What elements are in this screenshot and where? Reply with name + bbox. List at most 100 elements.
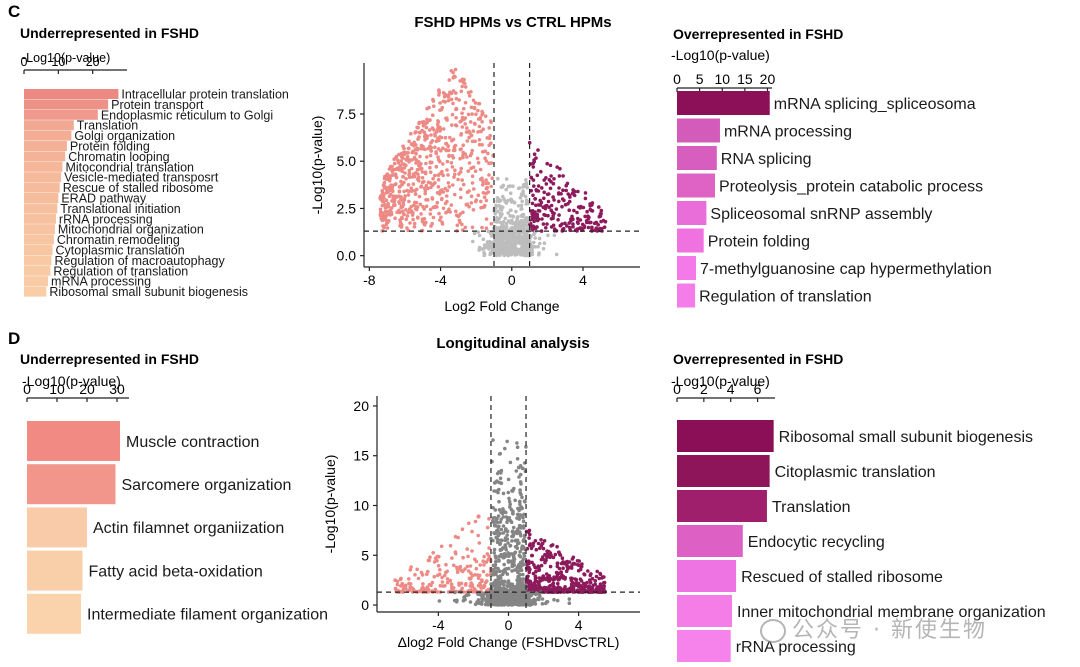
tick-label: 5	[361, 547, 369, 563]
data-point	[536, 217, 541, 222]
data-point	[534, 188, 538, 192]
data-point	[455, 570, 460, 574]
data-point	[466, 169, 471, 173]
data-point	[507, 496, 511, 501]
data-point	[434, 150, 438, 154]
data-point	[515, 529, 519, 533]
data-point	[395, 582, 400, 587]
tick-label: 20	[760, 71, 776, 87]
data-point	[389, 192, 393, 197]
data-point	[499, 471, 503, 475]
data-point	[513, 498, 517, 503]
data-point	[523, 231, 527, 235]
data-point	[453, 172, 457, 177]
data-point	[393, 216, 397, 220]
data-point	[506, 253, 510, 258]
data-point	[494, 582, 499, 587]
data-point	[521, 519, 526, 524]
category-label: rRNA processing	[59, 212, 153, 226]
data-point	[380, 199, 385, 203]
data-point	[460, 527, 465, 531]
data-point	[447, 153, 451, 158]
data-point	[551, 181, 556, 186]
data-point	[489, 141, 493, 145]
data-point	[505, 572, 510, 576]
data-point	[405, 151, 410, 155]
data-point	[555, 598, 560, 603]
data-point	[437, 211, 441, 216]
data-point	[404, 177, 408, 181]
data-point	[397, 189, 402, 194]
panel-letter-c: C	[8, 2, 20, 21]
data-point	[384, 191, 389, 195]
data-point	[489, 119, 493, 123]
data-point	[517, 475, 521, 479]
data-point	[579, 579, 584, 583]
data-point	[476, 130, 480, 134]
data-point	[515, 217, 520, 221]
data-point	[500, 194, 505, 199]
data-point	[494, 203, 498, 208]
data-point	[593, 579, 598, 583]
data-point	[529, 581, 533, 585]
data-point	[530, 209, 535, 213]
data-point	[570, 576, 574, 581]
data-point	[380, 203, 385, 208]
chart-title: Longitudinal analysis	[436, 335, 589, 352]
data-point	[555, 561, 560, 566]
data-point	[501, 515, 506, 519]
data-point	[385, 172, 390, 176]
data-point	[508, 543, 513, 548]
data-point	[487, 546, 491, 550]
data-point	[466, 554, 470, 559]
data-point	[407, 139, 411, 144]
data-point	[407, 588, 412, 592]
data-point	[534, 225, 539, 229]
data-point	[527, 528, 532, 533]
data-point	[506, 560, 511, 564]
data-point	[518, 550, 522, 554]
data-point	[518, 513, 523, 517]
category-label: Translation	[77, 119, 138, 133]
data-point	[469, 133, 474, 138]
data-point	[555, 544, 559, 549]
data-point	[469, 105, 474, 110]
data-point	[500, 243, 505, 248]
data-point	[549, 179, 553, 184]
data-point	[493, 554, 498, 558]
data-point	[494, 559, 498, 564]
chart-title: FSHD HPMs vs CTRL HPMs	[414, 14, 611, 31]
data-point	[454, 91, 458, 95]
data-point	[426, 569, 430, 574]
data-point	[508, 598, 513, 602]
data-point	[520, 220, 524, 224]
data-point	[452, 147, 457, 151]
data-point	[506, 551, 510, 555]
data-point	[601, 585, 606, 590]
data-point	[468, 584, 473, 588]
data-point	[527, 536, 531, 540]
data-point	[483, 114, 488, 118]
data-point	[555, 165, 559, 169]
data-point	[436, 124, 441, 129]
data-point	[430, 197, 435, 201]
data-point	[465, 126, 469, 130]
data-point	[545, 192, 550, 197]
bar	[677, 420, 774, 452]
data-point	[469, 581, 474, 585]
data-point	[580, 562, 584, 566]
data-point	[434, 165, 439, 169]
data-point	[517, 523, 522, 528]
data-point	[441, 127, 446, 131]
data-point	[460, 84, 465, 89]
data-point	[439, 544, 444, 549]
data-point	[454, 123, 459, 128]
data-point	[447, 148, 451, 153]
axis-label: -Log10(p-value)	[22, 51, 110, 65]
data-point	[418, 202, 423, 207]
data-point	[505, 533, 510, 537]
data-point	[465, 564, 470, 569]
data-point	[597, 214, 602, 219]
data-point	[390, 169, 395, 174]
category-label: Cytoplasmic translation	[55, 244, 184, 258]
